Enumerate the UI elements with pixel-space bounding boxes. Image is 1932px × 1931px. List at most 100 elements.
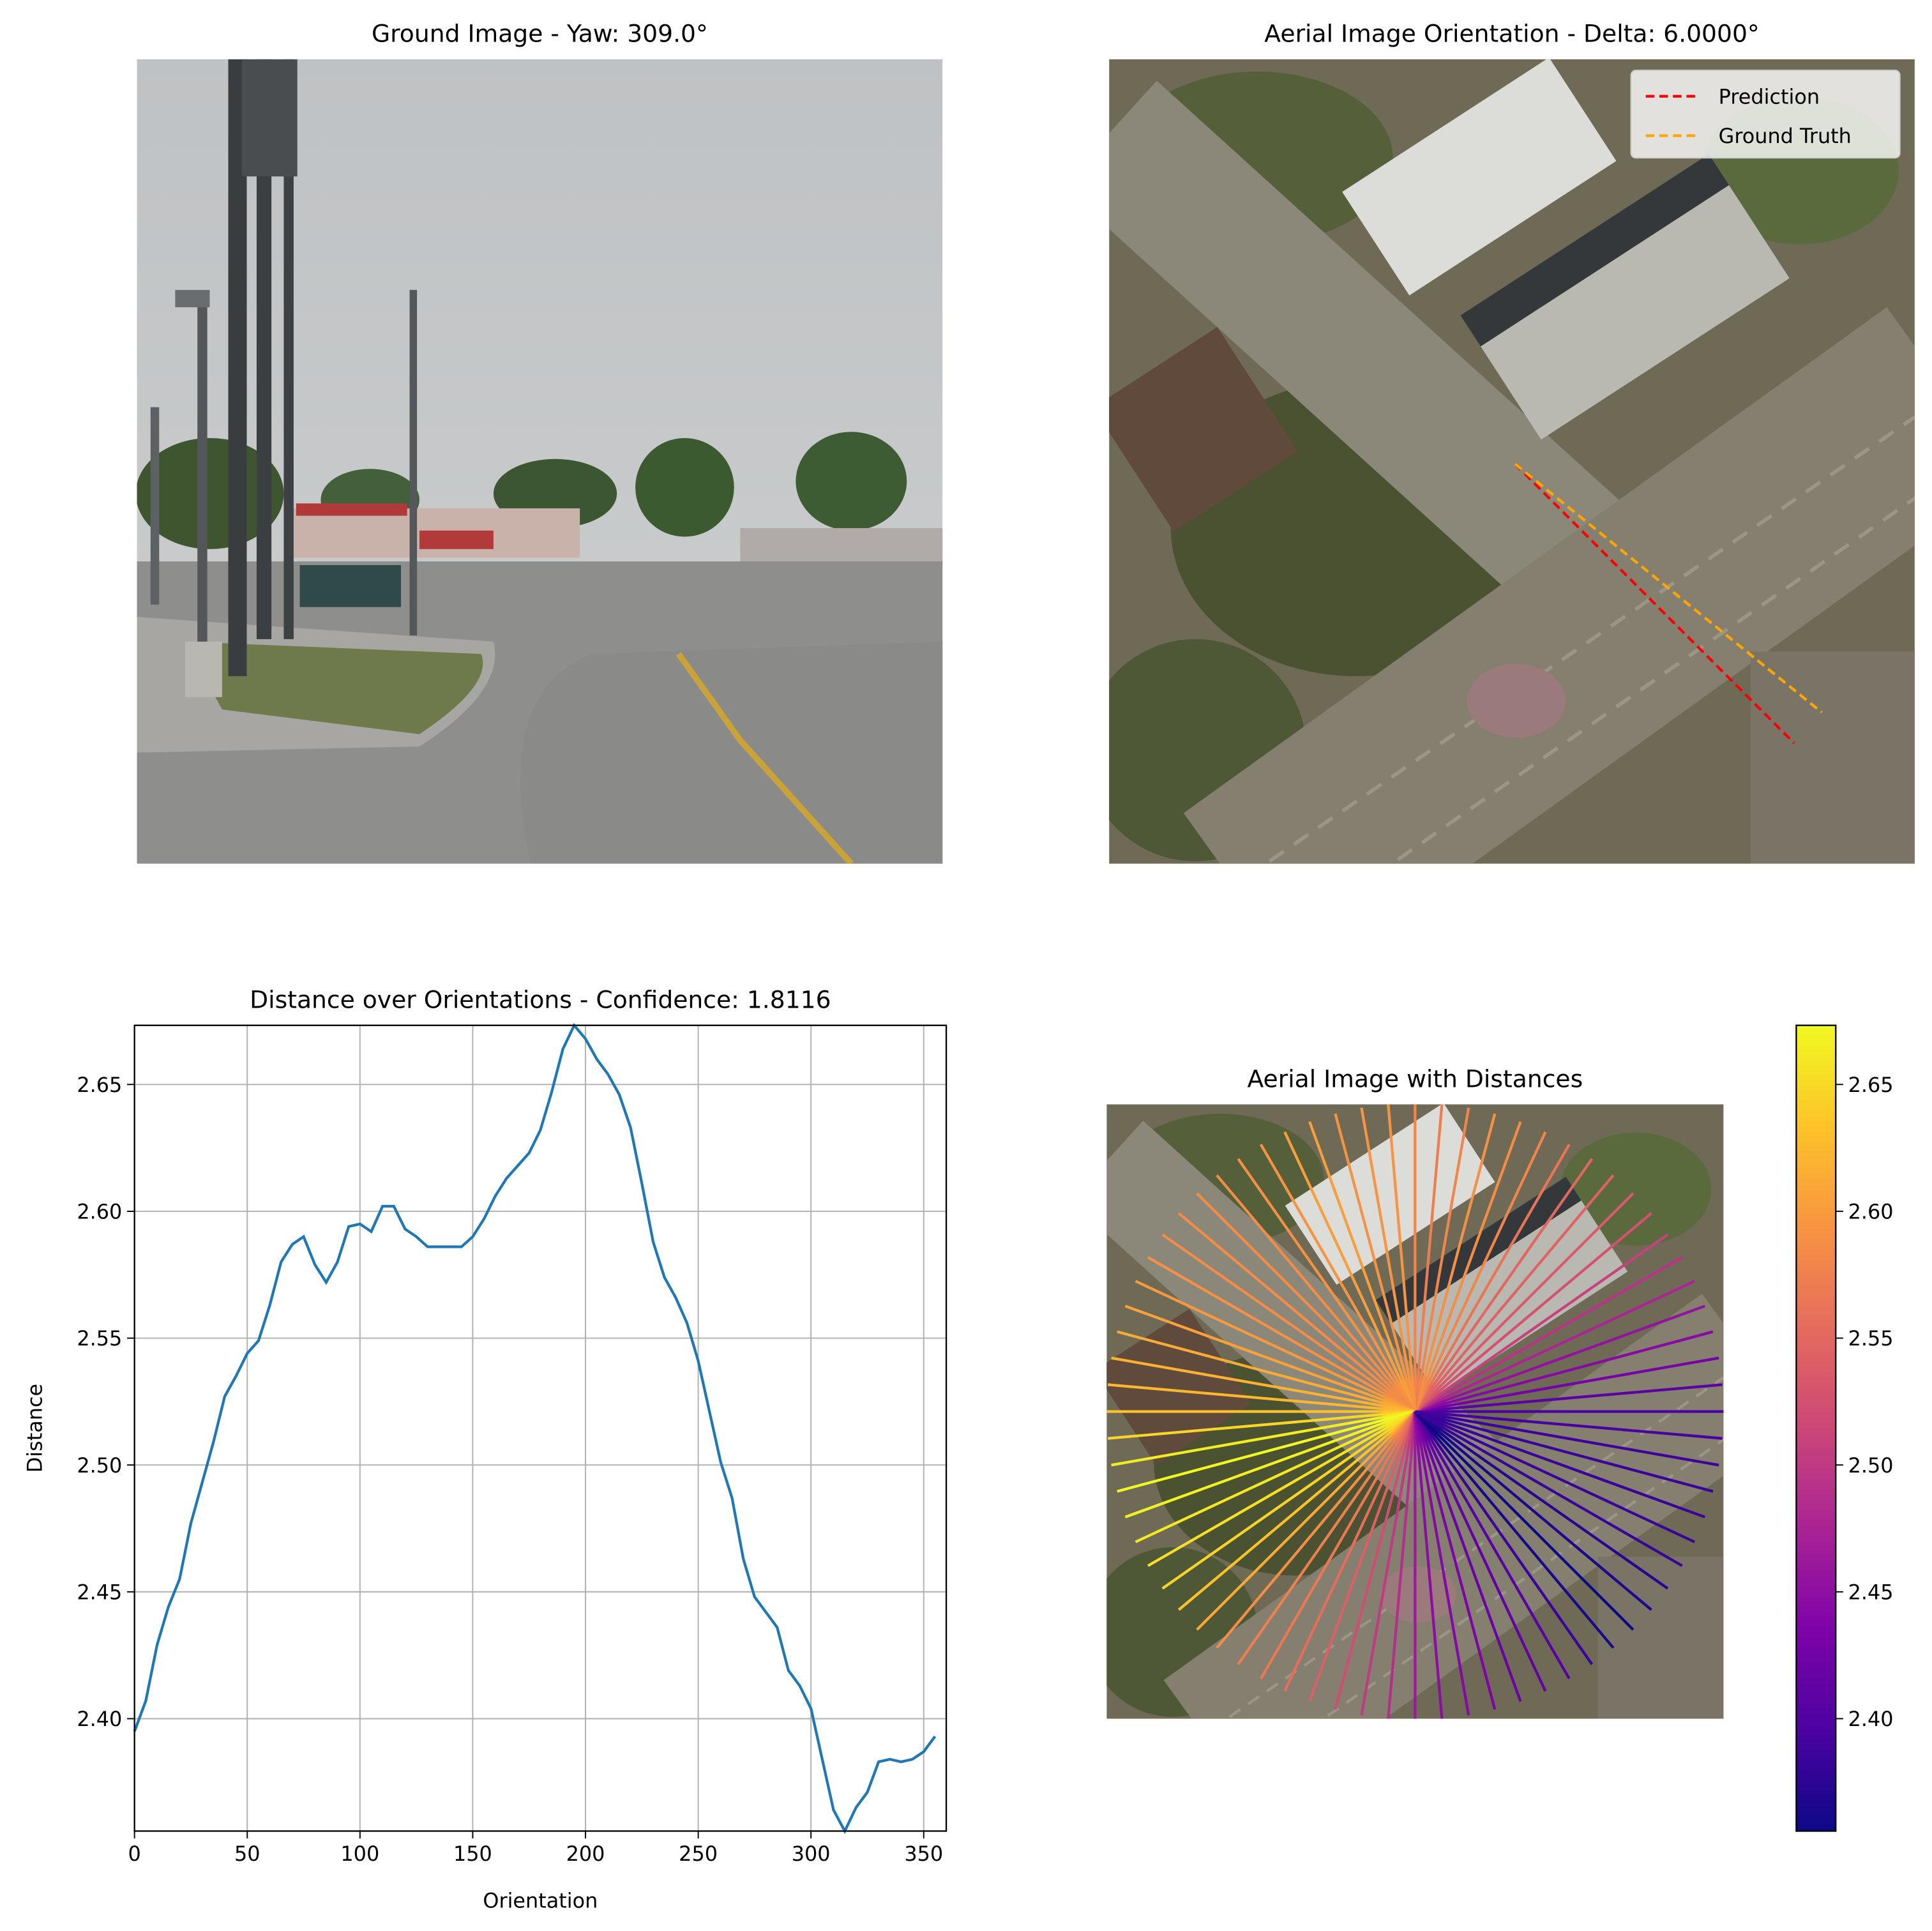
chart-title: Distance over Orientations - Confidence:… — [250, 986, 831, 1014]
distance-ray — [1147, 1256, 1416, 1413]
distance-ray — [1414, 1411, 1497, 1710]
distance-ray — [1216, 1174, 1416, 1412]
colorbar-tick-label: 2.40 — [1848, 1707, 1894, 1731]
colorbar-tick-label: 2.50 — [1848, 1453, 1894, 1478]
orientation-line — [1514, 462, 1823, 714]
distance-ray — [1414, 1410, 1683, 1567]
distance-ray — [1161, 1233, 1416, 1413]
distance-ray — [1414, 1256, 1683, 1413]
distance-ray — [1414, 1121, 1522, 1412]
distance-ray — [1237, 1411, 1417, 1665]
distance-ray — [1124, 1305, 1416, 1413]
distance-ray — [1414, 1411, 1522, 1702]
colorbar — [1795, 1024, 1837, 1832]
distance-ray — [1414, 1104, 1444, 1412]
aerial-image — [1084, 57, 1932, 911]
data-line — [133, 1022, 937, 1835]
distance-ray — [1147, 1410, 1416, 1567]
distance-ray — [1117, 1330, 1415, 1413]
distance-ray — [1308, 1411, 1417, 1702]
x-axis-label: Orientation — [483, 1888, 598, 1912]
distance-ray — [1414, 1410, 1652, 1611]
distance-ray — [1414, 1411, 1444, 1719]
x-tick-label: 300 — [792, 1842, 831, 1866]
distance-ray — [1414, 1411, 1615, 1649]
axes-frame — [133, 1024, 947, 1832]
distance-ray — [1414, 1356, 1719, 1413]
distance-ray — [1414, 1410, 1696, 1543]
chart-title: Ground Image - Yaw: 309.0° — [372, 20, 708, 48]
distance-ray — [1414, 1113, 1497, 1412]
distance-ray — [1414, 1410, 1719, 1467]
distance-ray — [1414, 1305, 1706, 1413]
distance-ray — [1161, 1410, 1416, 1590]
distance-ray — [1259, 1144, 1417, 1412]
colorbar-tick-label: 2.60 — [1848, 1200, 1894, 1224]
distance-ray — [1414, 1280, 1696, 1413]
distance-ray — [1414, 1411, 1470, 1716]
x-tick-label: 350 — [904, 1842, 943, 1866]
distance-ray — [1259, 1411, 1417, 1679]
distance-ray — [1414, 1212, 1652, 1413]
legend-box — [1630, 70, 1901, 159]
distance-ray — [1334, 1411, 1417, 1710]
chart-title: Aerial Image with Distances — [1247, 1064, 1583, 1093]
y-tick-label: 2.50 — [77, 1453, 122, 1478]
x-tick-label: 150 — [453, 1842, 492, 1866]
distance-ray — [1135, 1280, 1416, 1413]
distance-ray — [1414, 1131, 1547, 1412]
distance-ray — [1387, 1104, 1417, 1412]
distance-ray — [1111, 1410, 1415, 1467]
y-axis-label: Distance — [23, 1384, 47, 1473]
distance-ray — [1237, 1158, 1417, 1412]
distance-ray — [1107, 1410, 1415, 1440]
x-tick-label: 100 — [340, 1842, 379, 1866]
colorbar-tick-label: 2.55 — [1848, 1326, 1894, 1351]
y-tick-label: 2.40 — [77, 1707, 122, 1731]
distance-ray — [1415, 1383, 1723, 1413]
distance-ray — [1414, 1410, 1706, 1518]
distance-ray — [1124, 1410, 1416, 1518]
distance-ray — [1196, 1411, 1416, 1631]
distance-ray — [1387, 1411, 1417, 1719]
colorbar-tick-label: 2.45 — [1848, 1580, 1894, 1604]
distance-ray — [1414, 1411, 1594, 1665]
x-tick-label: 0 — [128, 1842, 141, 1866]
distance-ray — [1196, 1192, 1416, 1413]
y-tick-label: 2.65 — [77, 1073, 122, 1097]
distance-ray — [1415, 1410, 1723, 1440]
chart-title: Aerial Image Orientation - Delta: 6.0000… — [1264, 20, 1759, 48]
distance-ray — [1216, 1411, 1416, 1649]
distance-ray — [1283, 1411, 1417, 1692]
distance-ray — [1360, 1107, 1417, 1412]
distance-ray — [1135, 1410, 1416, 1543]
y-tick-label: 2.60 — [77, 1200, 122, 1224]
x-tick-label: 200 — [566, 1842, 605, 1866]
distance-ray — [1360, 1411, 1417, 1716]
distance-ray — [1414, 1107, 1470, 1412]
distance-ray — [1117, 1410, 1415, 1493]
distance-ray — [1414, 1158, 1594, 1412]
distance-ray — [1414, 1411, 1571, 1679]
distance-ray — [1414, 1411, 1547, 1692]
distance-ray — [1414, 1144, 1571, 1412]
y-tick-label: 2.55 — [77, 1326, 122, 1351]
distance-ray — [1283, 1131, 1417, 1412]
x-tick-label: 50 — [234, 1842, 260, 1866]
x-tick-label: 250 — [679, 1842, 718, 1866]
distance-ray — [1177, 1410, 1416, 1611]
distance-ray — [1414, 1410, 1669, 1590]
legend-label: Prediction — [1719, 84, 1820, 109]
distance-ray — [1308, 1121, 1417, 1412]
distance-ray — [1177, 1212, 1416, 1413]
distance-ray — [1414, 1411, 1634, 1631]
colorbar-tick-label: 2.65 — [1848, 1073, 1894, 1097]
legend-label: Ground Truth — [1719, 124, 1852, 148]
distance-ray — [1107, 1383, 1415, 1413]
distance-ray — [1414, 1233, 1669, 1413]
distance-ray — [1414, 1174, 1615, 1412]
y-tick-label: 2.45 — [77, 1580, 122, 1604]
distance-ray — [1111, 1356, 1415, 1413]
rays — [1106, 1104, 1724, 1719]
